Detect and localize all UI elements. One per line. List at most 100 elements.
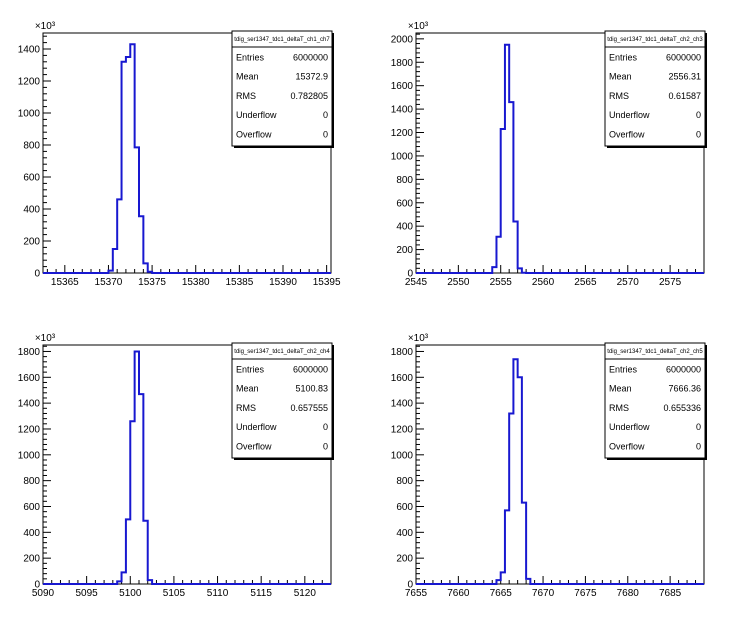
x-tick-label: 7655 [405, 588, 428, 599]
y-tick-label: 1800 [391, 58, 414, 69]
stats-label: RMS [609, 91, 629, 101]
stats-box: tdig_ser1347_tdc1_deltaT_ch1_ch7 Entries 6… [231, 30, 334, 148]
y-tick-label: 2000 [391, 34, 414, 45]
stats-label: Mean [236, 72, 259, 82]
stats-title: tdig_ser1347_tdc1_deltaT_ch1_ch7 [234, 37, 330, 43]
stats-label: Overflow [609, 129, 645, 139]
stats-value: 0 [323, 129, 328, 139]
y-scale-label: ×10³ [408, 333, 429, 344]
stats-value: 0 [696, 422, 701, 432]
x-tick-label: 2555 [490, 277, 513, 288]
stats-label: Mean [236, 384, 259, 394]
y-tick-label: 600 [23, 173, 40, 184]
stats-box-frame [604, 30, 706, 147]
y-tick-label: 0 [407, 269, 413, 280]
stats-value: 6000000 [666, 53, 701, 63]
histogram-line [416, 43, 704, 274]
y-scale-label: ×10³ [408, 21, 429, 32]
x-tick-label: 7680 [617, 588, 640, 599]
x-tick-label: 7675 [574, 588, 597, 599]
x-tick-label: 15385 [225, 277, 253, 288]
stats-value: 0 [696, 129, 701, 139]
stats-value: 0.782805 [290, 91, 328, 101]
y-tick-label: 1400 [18, 45, 41, 56]
stats-box-frame [231, 30, 333, 147]
y-tick-label: 1800 [391, 347, 414, 358]
x-tick-label: 5120 [294, 588, 317, 599]
y-tick-label: 0 [407, 580, 413, 591]
x-tick-label: 15380 [182, 277, 210, 288]
stats-label: Overflow [236, 441, 272, 451]
y-tick-label: 200 [396, 245, 413, 256]
stats-value: 6000000 [293, 53, 328, 63]
stats-label: Entries [609, 53, 638, 63]
y-scale-label: ×10³ [35, 333, 56, 344]
y-tick-label: 600 [23, 502, 40, 513]
stats-label: Mean [609, 384, 632, 394]
y-tick-label: 1200 [391, 128, 414, 139]
histogram-panel-1: 15365 15370 15375 15380 15385 15390 15395 0 200 4… [18, 21, 341, 288]
y-tick-label: 1200 [391, 424, 414, 435]
stats-box: tdig_ser1347_tdc1_deltaT_ch2_ch4 Entries 6… [231, 342, 334, 460]
x-tick-label: 2545 [405, 277, 428, 288]
y-tick-label: 400 [396, 528, 413, 539]
stats-label: Underflow [236, 110, 277, 120]
x-tick-label: 2565 [574, 277, 597, 288]
y-tick-label: 1600 [391, 81, 414, 92]
stats-label: Overflow [236, 129, 272, 139]
stats-label: RMS [609, 403, 629, 413]
x-tick-label: 15375 [138, 277, 166, 288]
y-tick-label: 400 [23, 205, 40, 216]
stats-title: tdig_ser1347_tdc1_deltaT_ch2_ch5 [607, 349, 703, 355]
stats-value: 7666.36 [668, 384, 701, 394]
stats-label: Entries [236, 53, 265, 63]
x-tick-label: 15390 [269, 277, 297, 288]
y-tick-label: 0 [34, 580, 40, 591]
histogram-line [416, 358, 704, 585]
stats-label: RMS [236, 403, 256, 413]
histogram-line [43, 43, 331, 274]
x-tick-label: 5115 [250, 588, 272, 599]
y-tick-label: 1000 [18, 109, 41, 120]
x-tick-label: 2560 [532, 277, 555, 288]
histogram-bin [126, 57, 130, 273]
y-tick-label: 1400 [18, 399, 41, 410]
stats-box-frame [231, 342, 333, 459]
stats-value: 5100.83 [295, 384, 328, 394]
stats-box: tdig_ser1347_tdc1_deltaT_ch2_ch5 Entries 6… [604, 342, 707, 460]
y-tick-label: 800 [396, 175, 413, 186]
y-tick-label: 200 [23, 237, 40, 248]
stats-label: Entries [236, 365, 265, 375]
x-tick-label: 2570 [617, 277, 640, 288]
stats-title: tdig_ser1347_tdc1_deltaT_ch2_ch3 [607, 37, 703, 43]
stats-value: 0 [696, 441, 701, 451]
stats-value: 0 [323, 110, 328, 120]
stats-value: 0 [323, 441, 328, 451]
y-tick-label: 800 [396, 476, 413, 487]
stats-label: Entries [609, 365, 638, 375]
y-tick-label: 1600 [18, 373, 41, 384]
stats-label: Underflow [609, 110, 650, 120]
x-tick-label: 15370 [95, 277, 123, 288]
stats-label: Underflow [236, 422, 277, 432]
y-tick-label: 0 [34, 269, 40, 280]
stats-label: RMS [236, 91, 256, 101]
y-tick-label: 400 [396, 222, 413, 233]
stats-label: Underflow [609, 422, 650, 432]
y-tick-label: 1000 [391, 151, 414, 162]
stats-value: 0.655336 [663, 403, 701, 413]
stats-value: 2556.31 [668, 72, 701, 82]
histogram-panel-3: 5090 5095 5100 5105 5110 5115 5120 0 200 400 600 80… [18, 333, 334, 599]
histogram-panel-4: 7655 7660 7665 7670 7675 7680 7685 0 200 400 600 80… [391, 333, 707, 599]
stats-value: 6000000 [666, 365, 701, 375]
stats-value: 0.657555 [290, 403, 328, 413]
y-tick-label: 200 [396, 554, 413, 565]
x-tick-label: 5100 [119, 588, 142, 599]
y-tick-label: 800 [23, 476, 40, 487]
x-tick-label: 2550 [447, 277, 470, 288]
x-tick-label: 5095 [76, 588, 99, 599]
x-tick-label: 7685 [659, 588, 682, 599]
y-tick-label: 200 [23, 554, 40, 565]
y-tick-label: 1800 [18, 347, 41, 358]
y-tick-label: 1400 [391, 105, 414, 116]
